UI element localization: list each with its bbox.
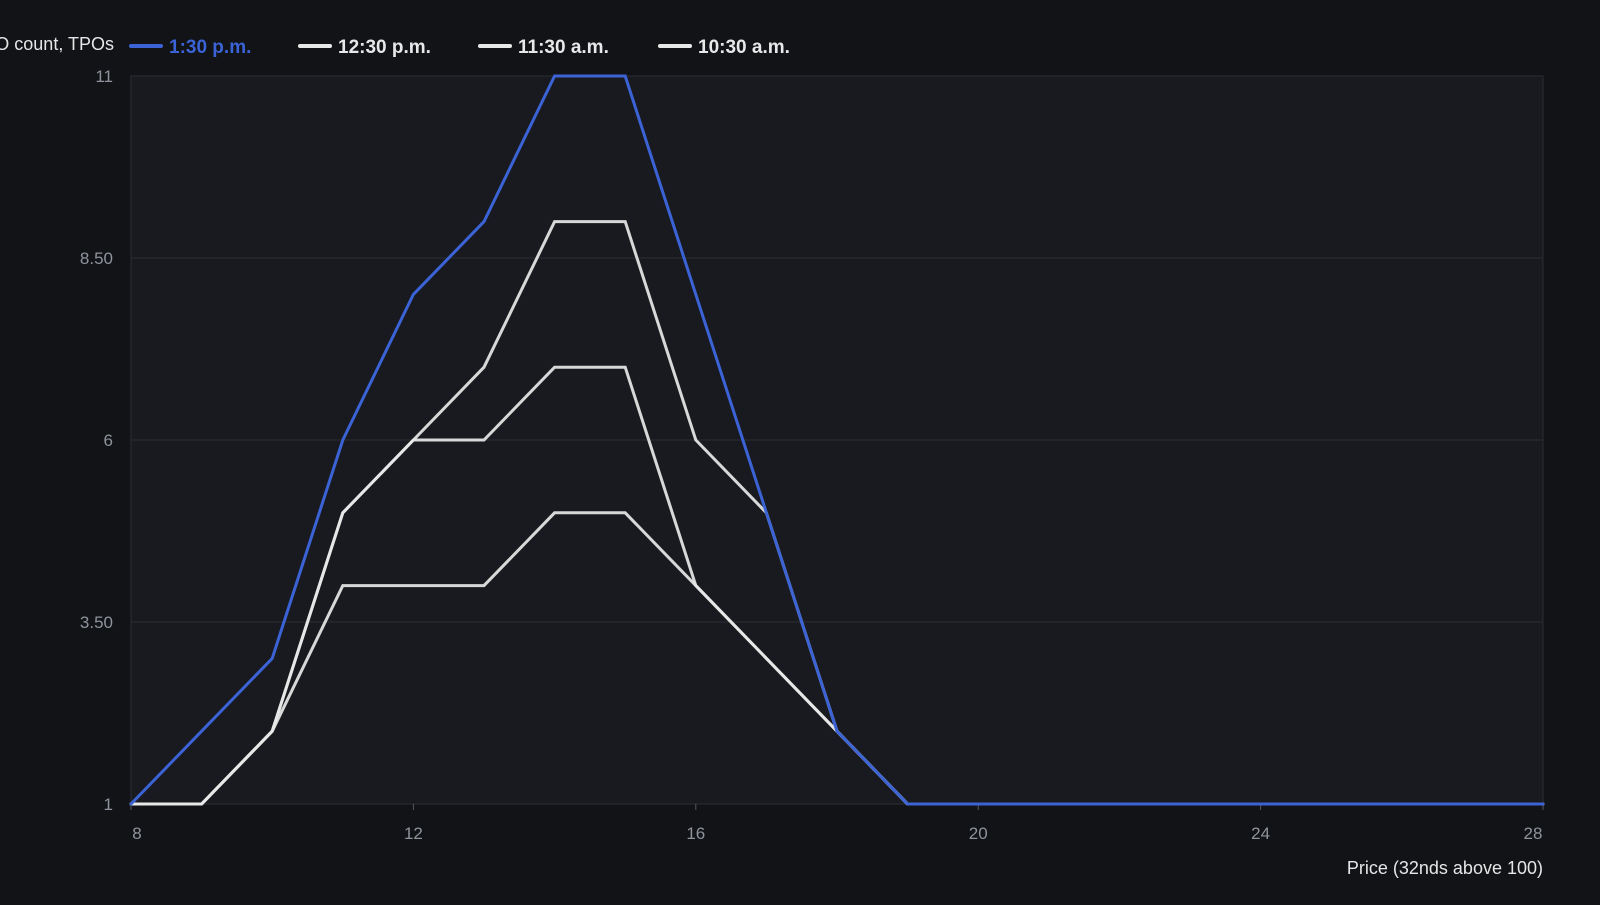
series-line-1-30-p-m- <box>129 74 1545 806</box>
legend-item-label[interactable]: 1:30 p.m. <box>169 37 251 58</box>
x-tick-label: 20 <box>969 824 988 843</box>
legend-item-label[interactable]: 12:30 p.m. <box>338 37 431 58</box>
y-axis-title: TPO count, TPOs <box>0 34 114 54</box>
y-tick-label: 8.50 <box>80 249 113 268</box>
x-tick-label: 12 <box>404 824 423 843</box>
y-tick-label: 11 <box>95 67 113 86</box>
x-axis-title: Price (32nds above 100) <box>1347 858 1543 878</box>
legend-item-label[interactable]: 10:30 a.m. <box>698 37 790 58</box>
x-tick-label: 28 <box>1524 824 1543 843</box>
legend-item-label[interactable]: 11:30 a.m. <box>518 37 609 58</box>
y-tick-label: 3.50 <box>80 613 113 632</box>
y-tick-label: 1 <box>104 795 113 814</box>
x-tick-label: 24 <box>1251 824 1270 843</box>
y-tick-label: 6 <box>104 431 113 450</box>
x-tick-label: 16 <box>686 824 705 843</box>
x-tick-label: 8 <box>132 824 141 843</box>
